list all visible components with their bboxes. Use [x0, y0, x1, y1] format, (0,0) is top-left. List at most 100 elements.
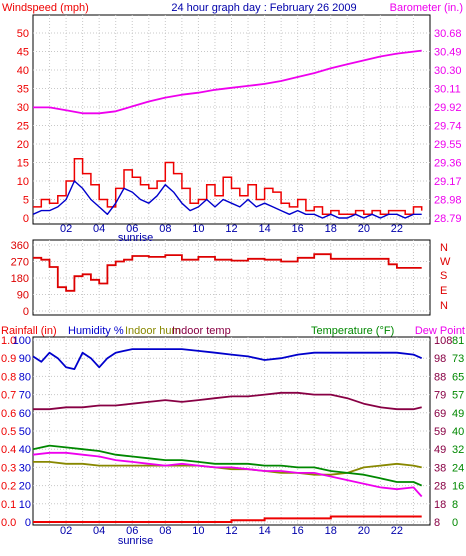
rainfall-tick-label: 1.0	[1, 335, 16, 347]
barometer-line	[33, 49, 422, 115]
humidity-tick-label: 10	[19, 499, 31, 511]
temperature-tick-label: 18	[434, 499, 446, 511]
x-tick-label: 16	[292, 525, 304, 537]
barometer-tick-label: 29.74	[434, 121, 462, 133]
dew-point-line	[32, 451, 423, 498]
humidity-tick-label: 90	[19, 353, 31, 365]
barometer-tick-label: 28.79	[434, 213, 462, 225]
direction-tick-label: 0	[23, 306, 29, 318]
windspeed-axis-label: Windspeed (mph)	[2, 2, 89, 14]
compass-label: N	[440, 242, 448, 254]
barometer-axis-label: Barometer (in.)	[390, 2, 463, 14]
rainfall-line	[33, 515, 422, 523]
humidity-tick-label: 80	[19, 371, 31, 383]
windspeed-tick-label: 45	[17, 47, 29, 59]
barometer-tick-label: 30.68	[434, 28, 462, 40]
direction-tick-label: 90	[17, 290, 29, 302]
rainfall-tick-label: 0.3	[1, 462, 16, 474]
compass-label: S	[440, 270, 447, 282]
x-tick-label: 16	[292, 223, 304, 235]
dew-point-tick-label: 49	[452, 408, 464, 420]
humidity-axis-label: Humidity %	[68, 325, 124, 337]
indoor-temp-label: Indoor temp	[172, 325, 231, 337]
windspeed-average-line	[32, 180, 422, 219]
humidity-tick-label: 50	[19, 426, 31, 438]
temperature-tick-label: 69	[434, 408, 446, 420]
temperature-axis-label: Temperature (°F)	[311, 325, 394, 337]
windspeed-tick-label: 10	[17, 176, 29, 188]
rainfall-tick-label: 0.4	[1, 444, 16, 456]
windspeed-tick-label: 40	[17, 65, 29, 77]
temperature-tick-label: 38	[434, 462, 446, 474]
x-tick-label: 04	[93, 223, 105, 235]
temperature-tick-label: 88	[434, 371, 446, 383]
x-tick-label: 18	[325, 525, 337, 537]
x-tick-label: 14	[258, 223, 270, 235]
barometer-tick-label: 30.30	[434, 65, 462, 77]
dew-point-tick-label: 65	[452, 371, 464, 383]
dew-point-tick-label: 32	[452, 444, 464, 456]
humidity-tick-label: 0	[25, 517, 31, 529]
x-tick-label: 20	[358, 525, 370, 537]
barometer-tick-label: 29.36	[434, 158, 462, 170]
humidity-tick-label: 70	[19, 390, 31, 402]
dew-point-tick-label: 40	[452, 426, 464, 438]
rainfall-tick-label: 0.5	[1, 426, 16, 438]
x-tick-label: 02	[60, 525, 72, 537]
humidity-tick-label: 20	[19, 481, 31, 493]
x-tick-label: 12	[225, 525, 237, 537]
x-tick-label: 10	[192, 525, 204, 537]
windspeed-tick-label: 5	[23, 195, 29, 207]
barometer-tick-label: 30.11	[434, 84, 461, 96]
rainfall-tick-label: 0.2	[1, 481, 16, 493]
x-tick-label: 08	[159, 223, 171, 235]
sunrise-label: sunrise	[118, 535, 153, 547]
barometer-tick-label: 29.92	[434, 102, 462, 114]
humidity-line	[32, 348, 423, 371]
humidity-tick-label: 100	[13, 335, 31, 347]
dew-point-tick-label: 0	[452, 517, 458, 529]
x-tick-label: 02	[60, 223, 72, 235]
temperature-tick-label: 98	[434, 353, 446, 365]
x-tick-label: 10	[192, 223, 204, 235]
wind-direction-line	[33, 253, 422, 292]
dew-point-tick-label: 24	[452, 462, 464, 474]
windspeed-tick-label: 50	[17, 28, 29, 40]
rainfall-tick-label: 0.7	[1, 390, 16, 402]
windspeed-tick-label: 35	[17, 84, 29, 96]
barometer-tick-label: 30.49	[434, 47, 462, 59]
panel-top-chart: 0 5 10 15 20 25 30 35 40 45 50 28.79 28.98 29.17 29.36…	[17, 15, 462, 244]
direction-tick-label: 180	[11, 273, 29, 285]
dew-point-label: Dew Point	[415, 325, 465, 337]
windspeed-tick-label: 15	[17, 158, 29, 170]
rainfall-tick-label: 0.6	[1, 408, 16, 420]
barometer-tick-label: 29.17	[434, 176, 462, 188]
x-tick-label: 22	[391, 525, 403, 537]
compass-label: W	[440, 256, 451, 268]
direction-tick-label: 270	[11, 257, 29, 269]
dew-point-tick-label: 73	[452, 353, 464, 365]
dew-point-tick-label: 57	[452, 390, 464, 402]
dew-point-tick-label: 16	[452, 481, 464, 493]
x-tick-label: 12	[225, 223, 237, 235]
temperature-tick-label: 79	[434, 390, 446, 402]
temperature-tick-label: 28	[434, 481, 446, 493]
graph-title: 24 hour graph day : February 26 2009	[171, 2, 356, 14]
x-tick-label: 06	[126, 525, 138, 537]
indoor-temperature-line	[33, 391, 422, 411]
x-tick-label: 14	[258, 525, 270, 537]
indoor-humidity-line	[33, 460, 422, 476]
barometer-tick-label: 29.55	[434, 139, 462, 151]
compass-label: E	[440, 285, 447, 297]
dew-point-tick-label: 8	[452, 499, 458, 511]
x-tick-label: 08	[159, 525, 171, 537]
dew-point-tick-label: 81	[452, 335, 464, 347]
temperature-line	[32, 444, 423, 487]
x-tick-label: 18	[325, 223, 337, 235]
x-tick-label: 04	[93, 525, 105, 537]
panel-bottom-chart: 0.0 0.1 0.2 0.3 0.4 0.5 0.6 0.7 0.8 0.9 1.0 0 10 20 30…	[1, 335, 464, 547]
rainfall-tick-label: 0.0	[1, 517, 16, 529]
windspeed-tick-label: 20	[17, 139, 29, 151]
